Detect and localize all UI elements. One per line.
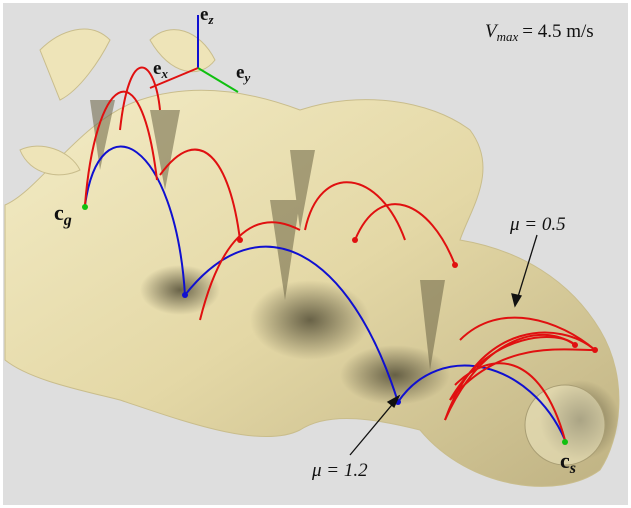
figure: Vmax= 4.5 m/s ez ex ey cg cs μ = 1.2 μ =… [0,0,631,508]
annotation: μ = 1.2 [311,460,368,481]
page: Vmax= 4.5 m/s ez ex ey cg cs μ = 1.2 μ =… [0,0,631,508]
annotation: μ = 0.5 [509,214,566,235]
